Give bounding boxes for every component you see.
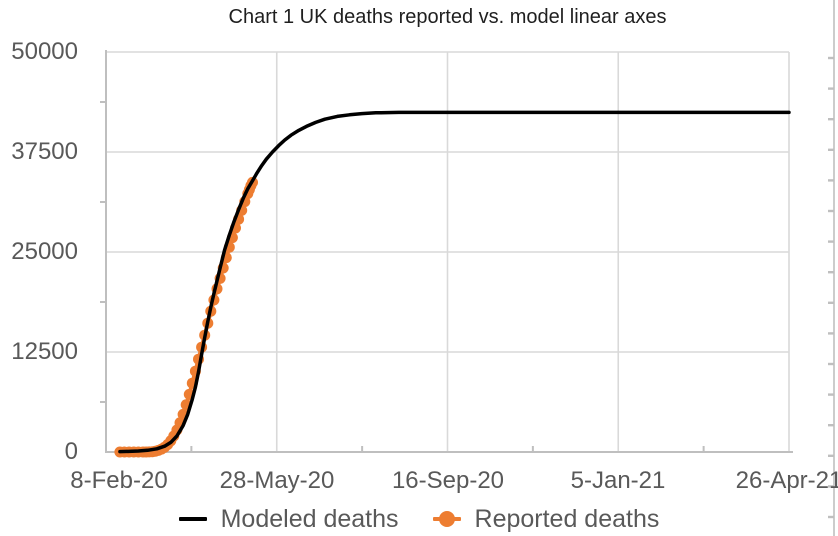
x-axis-tick-label: 28-May-20 <box>219 467 335 494</box>
y-axis-tick-label: 50000 <box>11 38 78 65</box>
legend-label-reported: Reported deaths <box>474 504 660 533</box>
legend-item-reported: Reported deaths <box>432 504 660 534</box>
y-axis-tick-label: 0 <box>64 438 78 465</box>
x-axis-tick-label: 8-Feb-20 <box>70 467 168 494</box>
modeled-series-line <box>118 110 791 454</box>
x-axis-tick-label: 26-Apr-21 <box>735 467 838 494</box>
reported-marker-swatch <box>432 510 461 528</box>
chart-title: Chart 1 UK deaths reported vs. model lin… <box>228 6 667 28</box>
y-axis-tick-label: 12500 <box>11 338 78 365</box>
legend-label-modeled: Modeled deaths <box>220 504 399 533</box>
legend-item-modeled: Modeled deaths <box>178 504 399 534</box>
chart-legend: Modeled deaths Reported deaths <box>0 502 838 536</box>
y-axis-tick-label: 25000 <box>11 238 78 265</box>
x-axis-tick-label: 16-Sep-20 <box>391 467 505 494</box>
modeled-line-swatch <box>178 510 207 528</box>
x-axis-tick-label: 5-Jan-21 <box>570 467 666 494</box>
y-axis-tick-label: 37500 <box>11 138 78 165</box>
